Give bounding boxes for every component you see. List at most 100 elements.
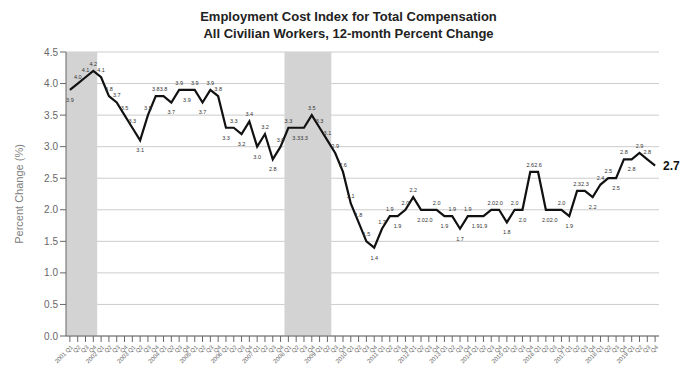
svg-text:3.3: 3.3 — [316, 118, 324, 124]
svg-text:1.7: 1.7 — [456, 236, 464, 242]
svg-text:2.6: 2.6 — [534, 162, 542, 168]
svg-text:2004 Q1: 2004 Q1 — [147, 344, 168, 365]
svg-text:2002 Q1: 2002 Q1 — [85, 344, 106, 365]
svg-text:3.3: 3.3 — [300, 135, 308, 141]
svg-text:2014 Q1: 2014 Q1 — [459, 344, 480, 365]
svg-text:1.7: 1.7 — [378, 219, 386, 225]
svg-text:2.6: 2.6 — [339, 162, 347, 168]
svg-text:1.8: 1.8 — [355, 212, 363, 218]
svg-text:2.8: 2.8 — [620, 149, 628, 155]
svg-text:2.3: 2.3 — [573, 181, 581, 187]
svg-text:2.2: 2.2 — [589, 204, 597, 210]
svg-text:3.5: 3.5 — [144, 105, 152, 111]
svg-text:2.0: 2.0 — [511, 200, 519, 206]
svg-text:2006 Q1: 2006 Q1 — [210, 344, 231, 365]
svg-text:3.2: 3.2 — [238, 141, 246, 147]
svg-text:2016 Q1: 2016 Q1 — [522, 344, 543, 365]
svg-text:1.5: 1.5 — [44, 236, 58, 247]
svg-text:3.7: 3.7 — [113, 92, 121, 98]
svg-text:4.1: 4.1 — [97, 67, 105, 73]
svg-text:4.2: 4.2 — [89, 61, 97, 67]
svg-text:3.3: 3.3 — [128, 118, 136, 124]
svg-text:4.5: 4.5 — [44, 47, 58, 58]
svg-text:2.0: 2.0 — [487, 200, 495, 206]
svg-text:2.0: 2.0 — [417, 217, 425, 223]
svg-text:1.8: 1.8 — [503, 229, 511, 235]
svg-text:2.5: 2.5 — [44, 173, 58, 184]
svg-text:2.8: 2.8 — [628, 166, 636, 172]
svg-text:1.5: 1.5 — [363, 231, 371, 237]
svg-text:2010 Q1: 2010 Q1 — [335, 344, 356, 365]
svg-text:1.9: 1.9 — [448, 206, 456, 212]
svg-text:3.0: 3.0 — [277, 137, 285, 143]
svg-text:2003 Q1: 2003 Q1 — [116, 344, 137, 365]
svg-text:2013 Q1: 2013 Q1 — [428, 344, 449, 365]
svg-text:2.5: 2.5 — [604, 168, 612, 174]
svg-text:2.3: 2.3 — [581, 181, 589, 187]
svg-text:4.0: 4.0 — [74, 74, 82, 80]
svg-text:0.0: 0.0 — [44, 331, 58, 342]
svg-text:3.3: 3.3 — [292, 135, 300, 141]
svg-text:4.1: 4.1 — [82, 67, 90, 73]
svg-text:2.7: 2.7 — [663, 159, 680, 173]
svg-text:3.5: 3.5 — [121, 105, 129, 111]
svg-text:2008 Q1: 2008 Q1 — [272, 344, 293, 365]
svg-text:2012 Q1: 2012 Q1 — [397, 344, 418, 365]
svg-text:1.9: 1.9 — [464, 206, 472, 212]
svg-text:2.0: 2.0 — [495, 200, 503, 206]
svg-text:2.5: 2.5 — [612, 185, 620, 191]
svg-text:3.5: 3.5 — [308, 105, 316, 111]
svg-text:3.8: 3.8 — [105, 86, 113, 92]
svg-text:3.3: 3.3 — [222, 135, 230, 141]
svg-text:4.0: 4.0 — [44, 78, 58, 89]
svg-text:3.0: 3.0 — [253, 154, 261, 160]
svg-text:3.2: 3.2 — [261, 124, 269, 130]
svg-text:3.5: 3.5 — [44, 110, 58, 121]
svg-text:3.9: 3.9 — [207, 80, 215, 86]
svg-text:2.0: 2.0 — [425, 217, 433, 223]
svg-text:2015 Q1: 2015 Q1 — [491, 344, 512, 365]
svg-text:1.9: 1.9 — [480, 223, 488, 229]
svg-text:3.7: 3.7 — [199, 109, 207, 115]
svg-text:3.9: 3.9 — [191, 80, 199, 86]
svg-text:3.8: 3.8 — [160, 86, 168, 92]
svg-text:2009 Q1: 2009 Q1 — [303, 344, 324, 365]
svg-text:2.2: 2.2 — [409, 187, 417, 193]
svg-text:2.1: 2.1 — [347, 193, 355, 199]
svg-text:2011 Q1: 2011 Q1 — [366, 344, 387, 365]
svg-text:3.1: 3.1 — [136, 147, 144, 153]
svg-text:0.5: 0.5 — [44, 299, 58, 310]
svg-text:1.0: 1.0 — [44, 267, 58, 278]
svg-text:2.0: 2.0 — [402, 200, 410, 206]
svg-text:Percent Change (%): Percent Change (%) — [13, 144, 25, 244]
svg-text:1.9: 1.9 — [386, 206, 394, 212]
svg-text:2005 Q1: 2005 Q1 — [178, 344, 199, 365]
svg-text:1.4: 1.4 — [370, 255, 378, 261]
svg-text:3.9: 3.9 — [183, 97, 191, 103]
svg-text:3.7: 3.7 — [168, 109, 176, 115]
svg-text:2.0: 2.0 — [550, 217, 558, 223]
svg-text:3.3: 3.3 — [285, 118, 293, 124]
svg-text:2.0: 2.0 — [519, 217, 527, 223]
svg-text:2.9: 2.9 — [636, 143, 644, 149]
svg-text:1.9: 1.9 — [472, 223, 480, 229]
svg-text:1.9: 1.9 — [565, 223, 573, 229]
svg-text:Q4: Q4 — [649, 344, 659, 354]
svg-text:1.9: 1.9 — [394, 223, 402, 229]
svg-text:2019 Q1: 2019 Q1 — [615, 344, 636, 365]
svg-text:2.0: 2.0 — [433, 200, 441, 206]
svg-text:1.9: 1.9 — [441, 223, 449, 229]
svg-text:2.8: 2.8 — [643, 149, 651, 155]
svg-text:3.9: 3.9 — [175, 80, 183, 86]
svg-text:2017 Q1: 2017 Q1 — [553, 344, 574, 365]
svg-text:2018 Q1: 2018 Q1 — [584, 344, 605, 365]
svg-text:2001 Q1: 2001 Q1 — [54, 344, 75, 365]
svg-text:2.4: 2.4 — [597, 175, 605, 181]
svg-text:3.3: 3.3 — [230, 118, 238, 124]
svg-text:2.9: 2.9 — [331, 143, 339, 149]
svg-text:2.6: 2.6 — [526, 162, 534, 168]
svg-text:3.0: 3.0 — [44, 141, 58, 152]
svg-text:2.0: 2.0 — [558, 200, 566, 206]
svg-text:3.1: 3.1 — [324, 130, 332, 136]
svg-text:3.9: 3.9 — [66, 97, 74, 103]
